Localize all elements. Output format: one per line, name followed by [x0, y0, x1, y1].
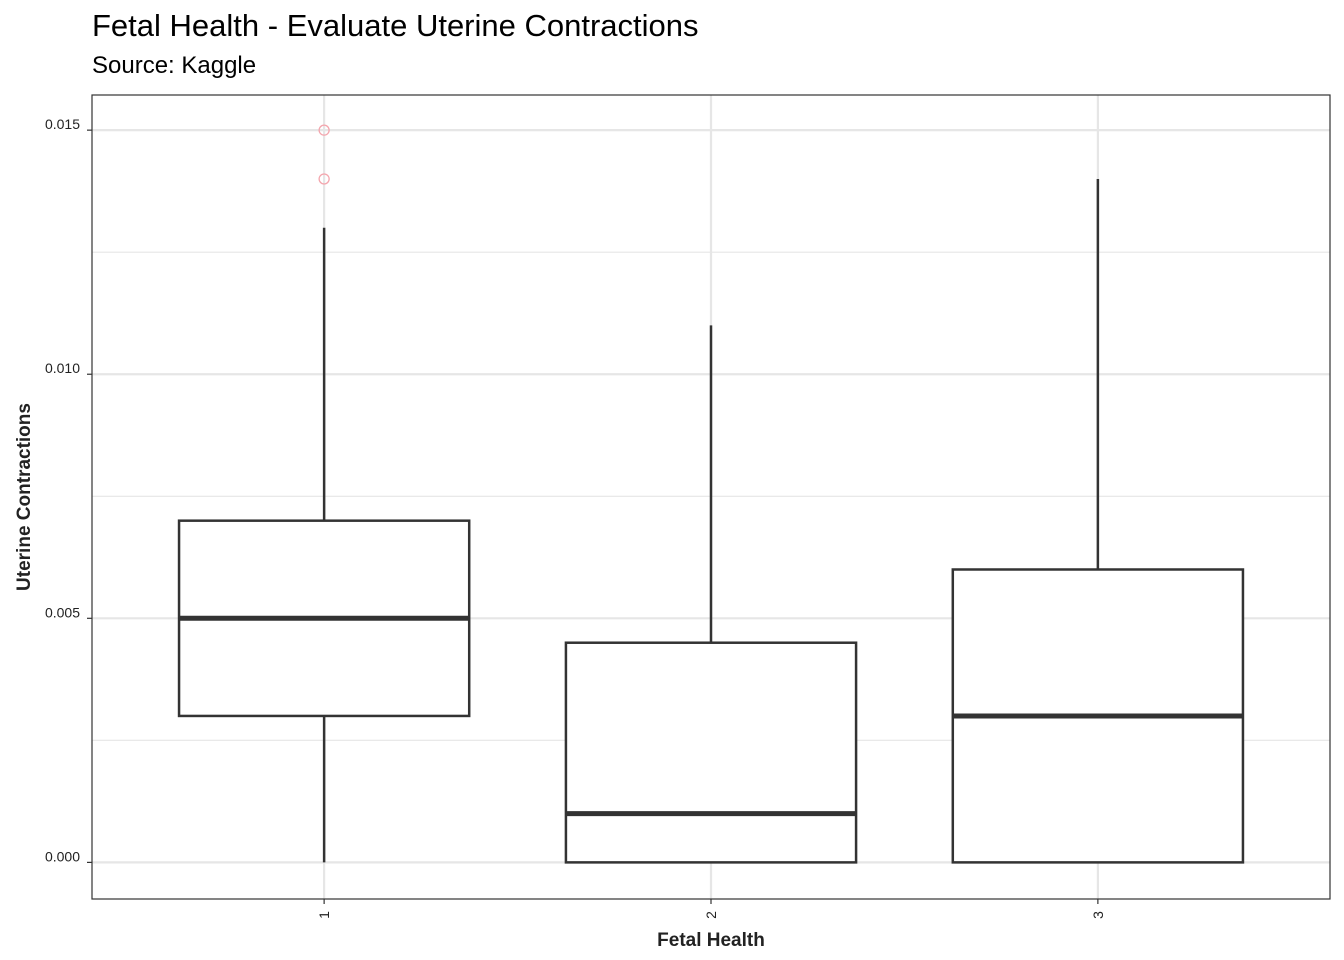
- chart-title: Fetal Health - Evaluate Uterine Contract…: [92, 8, 699, 43]
- x-tick-label: 1: [316, 911, 332, 919]
- boxplot-layer: [177, 124, 1245, 864]
- y-tick-label: 0.010: [45, 360, 80, 376]
- box-iqr: [564, 641, 858, 864]
- x-axis-label: Fetal Health: [657, 930, 765, 951]
- y-tick-label: 0.015: [45, 116, 80, 132]
- y-axis-label: Uterine Contractions: [14, 403, 35, 591]
- y-tick-label: 0.005: [45, 604, 80, 620]
- x-tick-label: 3: [1090, 911, 1106, 919]
- chart-subtitle: Source: Kaggle: [92, 52, 257, 79]
- outlier-point: [318, 124, 330, 136]
- y-tick-label: 0.000: [45, 848, 80, 864]
- axes: 0.000 0.005 0.010 0.015 1 2 3: [45, 116, 1106, 919]
- outlier-point: [318, 173, 330, 185]
- x-tick-label: 2: [703, 911, 719, 919]
